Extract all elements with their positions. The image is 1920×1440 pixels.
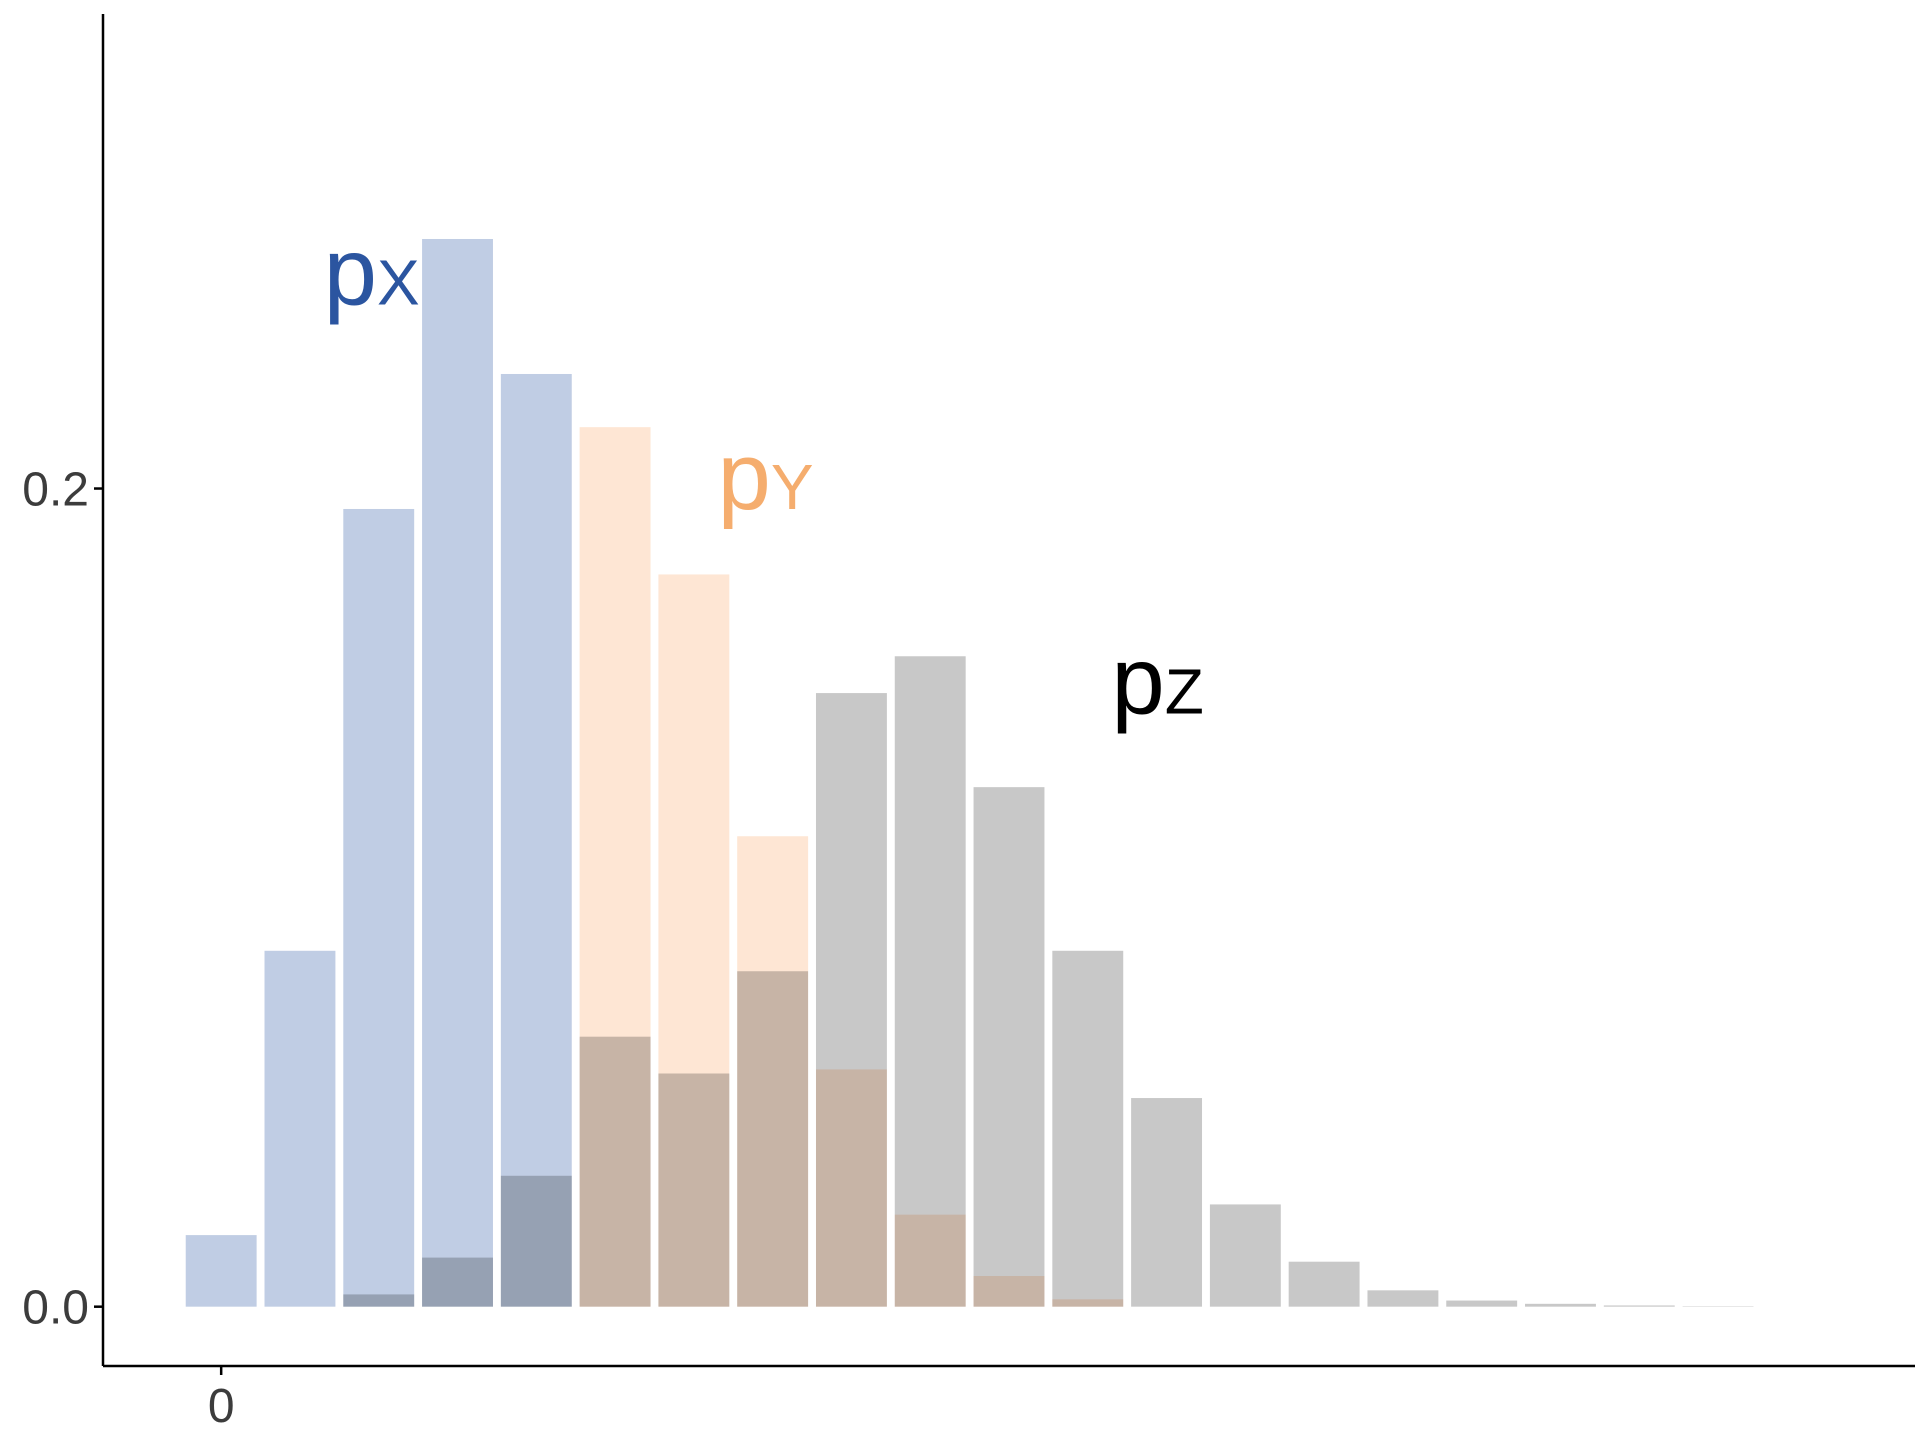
ticks-layer: 0.0 0.2 0: [22, 464, 234, 1433]
bar-py-9: [894, 1214, 966, 1307]
bar-pz-11: [1052, 950, 1124, 1307]
bar-py-11: [1052, 1299, 1124, 1307]
bar-py-7: [737, 836, 809, 1307]
bar-py-5: [579, 427, 651, 1307]
series-labels-layer: pZ pY pX: [324, 218, 1204, 734]
bar-pz-15: [1367, 1290, 1439, 1307]
bar-px-1: [264, 950, 336, 1307]
bar-pz-18: [1603, 1305, 1675, 1307]
bar-pz-9: [894, 656, 966, 1307]
bar-px-2: [343, 508, 415, 1307]
axes-layer: [101, 14, 1915, 1368]
bar-px-0: [185, 1235, 257, 1307]
bar-px-3: [422, 238, 493, 1307]
series-label-px: pX: [324, 218, 420, 325]
series-label-pz: pZ: [1111, 628, 1203, 735]
x-tick-label-0: 0: [208, 1380, 235, 1433]
bar-pz-12: [1131, 1098, 1203, 1307]
bar-pz-14: [1288, 1261, 1360, 1307]
bar-py-10: [973, 1276, 1045, 1307]
bar-pz-13: [1209, 1204, 1281, 1307]
bar-pz-17: [1525, 1303, 1596, 1307]
bar-pz-16: [1446, 1300, 1518, 1307]
y-tick-label-0.2: 0.2: [22, 464, 89, 517]
bar-pz-10: [973, 787, 1045, 1307]
bar-py-6: [658, 574, 730, 1307]
bar-px-4: [500, 373, 572, 1307]
bars-layer: [185, 238, 1754, 1307]
series-label-py: pY: [718, 423, 814, 530]
bar-py-8: [815, 1069, 887, 1307]
y-tick-label-0.0: 0.0: [22, 1282, 89, 1335]
